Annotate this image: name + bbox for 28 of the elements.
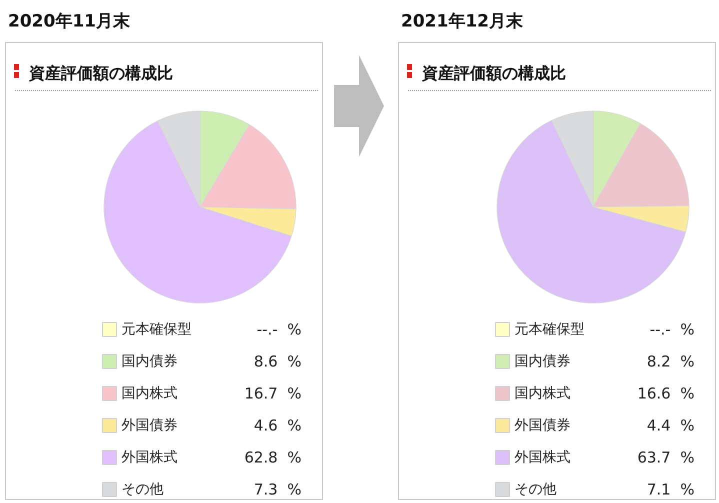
- chart-title: 2020年11月末: [8, 12, 131, 32]
- data-label: 7.1 %: [646, 480, 694, 498]
- data-label: 8.2 %: [646, 352, 694, 370]
- legend-label: 国内株式: [514, 386, 570, 402]
- legend-label: その他: [122, 482, 164, 498]
- chart-title: 2021年12月末: [401, 12, 524, 32]
- chart-subtitle: 資産評価額の構成比: [28, 64, 173, 82]
- data-label: 16.7 %: [244, 384, 302, 402]
- data-label: 4.6 %: [254, 416, 302, 434]
- legend-label: その他: [514, 482, 556, 498]
- data-label: 16.6 %: [637, 384, 694, 402]
- legend-label: 国内債券: [122, 354, 178, 370]
- legend-label: 元本確保型: [122, 322, 192, 338]
- legend-label: 外国債券: [514, 418, 570, 434]
- text: --.- %: [650, 320, 694, 338]
- data-label: 8.6 %: [254, 352, 302, 370]
- data-label: 62.8 %: [244, 448, 302, 466]
- legend-label: 国内株式: [122, 386, 178, 402]
- legend-label: 外国債券: [122, 418, 178, 434]
- legend-label: 国内債券: [514, 354, 570, 370]
- legend-label: 外国株式: [122, 450, 178, 466]
- data-label: 63.7 %: [637, 448, 694, 466]
- data-label: 4.4 %: [646, 416, 694, 434]
- legend-label: 外国株式: [514, 450, 570, 466]
- legend-label: 元本確保型: [514, 322, 584, 338]
- data-label: 7.3 %: [254, 480, 302, 498]
- chart-subtitle: 資産評価額の構成比: [421, 64, 566, 82]
- text: --.- %: [256, 320, 302, 338]
